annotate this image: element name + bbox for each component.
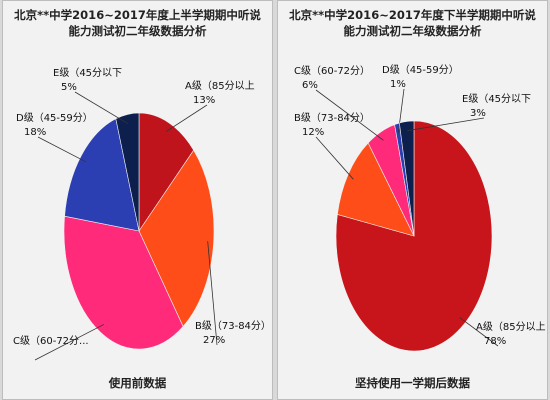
slice-label-5: E级（45分以下 xyxy=(462,93,531,105)
leader-line-5 xyxy=(74,91,129,125)
slice-percent-2: 12% xyxy=(302,127,324,138)
slice-label-3: C级（60-72分... xyxy=(13,335,89,347)
right-chart-footer: 坚持使用一学期后数据 xyxy=(355,376,470,390)
left-pie-chart: A级（85分以上 13% B级（73-84分） 27% C级（60-72分... D级（4… xyxy=(13,67,271,361)
pie-slice-3 xyxy=(63,215,184,350)
slice-label-5: E级（45分以下 xyxy=(53,67,122,79)
leader-line-1 xyxy=(166,104,208,132)
leader-line-1 xyxy=(459,317,499,347)
slice-percent-4: 18% xyxy=(24,127,46,138)
pie-slice-2 xyxy=(138,149,215,328)
slice-label-4: D级（45-59分） xyxy=(16,112,93,124)
right-pie-chart: A级（85分以上 78% B级（73-84分） 12% C级（60-72分） 6% D级（4… xyxy=(294,64,546,352)
right-chart-title: 北京**中学2016~2017年度下半学期期中听说 能力测试初二年级数据分析 xyxy=(278,7,547,39)
pie-slice-2 xyxy=(337,142,415,237)
slice-percent-2: 27% xyxy=(203,335,225,346)
slice-percent-1: 13% xyxy=(193,95,215,106)
leader-line-3 xyxy=(315,89,384,141)
slice-percent-5: 3% xyxy=(470,108,486,119)
slice-label-2: B级（73-84分） xyxy=(294,112,370,124)
slice-percent-4: 1% xyxy=(390,79,406,90)
leader-line-3 xyxy=(34,324,105,361)
left-chart-footer: 使用前数据 xyxy=(108,376,167,390)
left-title-line-1: 北京**中学2016~2017年度上半学期期中听说 xyxy=(14,8,261,22)
left-chart-title: 北京**中学2016~2017年度上半学期期中听说 能力测试初二年级数据分析 xyxy=(3,7,272,39)
pie-slice-5 xyxy=(115,112,140,232)
slice-label-3: C级（60-72分） xyxy=(294,65,370,77)
pie-slice-5 xyxy=(399,120,415,237)
leader-line-4 xyxy=(397,88,405,133)
pie-slice-4 xyxy=(64,118,140,232)
right-title-line-1: 北京**中学2016~2017年度下半学期期中听说 xyxy=(289,8,536,22)
slice-percent-5: 5% xyxy=(61,82,77,93)
pie-slice-1 xyxy=(138,112,195,232)
slice-percent-1: 78% xyxy=(484,336,506,347)
right-title-line-2: 能力测试初二年级数据分析 xyxy=(343,24,482,38)
slice-percent-3: 6% xyxy=(302,80,318,91)
slice-label-1: A级（85分以上 xyxy=(185,80,255,92)
slice-label-1: A级（85分以上 xyxy=(476,321,546,333)
leader-line-4 xyxy=(37,136,87,163)
left-pie-panel: 北京**中学2016~2017年度上半学期期中听说 能力测试初二年级数据分析 A… xyxy=(2,0,273,400)
left-title-line-2: 能力测试初二年级数据分析 xyxy=(68,24,207,38)
leader-line-5 xyxy=(407,117,485,132)
leader-line-2 xyxy=(207,241,218,346)
leader-line-2 xyxy=(315,136,354,180)
slice-label-4: D级（45-59分） xyxy=(382,64,459,76)
slice-label-2: B级（73-84分） xyxy=(195,320,271,332)
right-pie-panel: 北京**中学2016~2017年度下半学期期中听说 能力测试初二年级数据分析 A… xyxy=(277,0,548,400)
